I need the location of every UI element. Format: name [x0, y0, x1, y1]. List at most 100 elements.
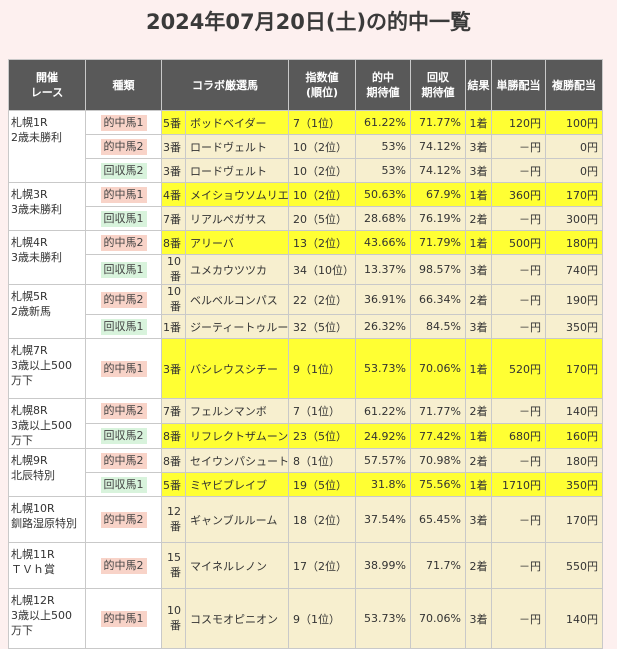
finish-result: 3着	[465, 314, 492, 339]
type-cell: 的中馬2	[85, 134, 162, 159]
recovery-expectation: 71.77%	[410, 398, 466, 424]
race-line: 万下	[11, 434, 33, 447]
table-row: 回収馬2 3番 ロードヴェルト 10（2位） 53% 74.12% 3着 －円 0円	[9, 158, 603, 183]
place-payout: 300円	[545, 206, 603, 231]
race-line: 札幌12R	[11, 594, 55, 607]
hit-badge: 的中馬2	[100, 452, 147, 469]
index-value: 18（2位）	[288, 496, 356, 543]
place-payout: 180円	[545, 448, 603, 473]
recovery-badge: 回収馬1	[100, 476, 147, 493]
type-cell: 的中馬2	[85, 542, 162, 589]
table-row: 札幌11R ＴＶｈ賞 的中馬2 15番 マイネルレノン 17（2位） 38.99% 71.7%…	[8, 542, 603, 589]
race-cell: 札幌12R 3歳以上500 万下	[8, 588, 86, 649]
hit-badge: 的中馬2	[100, 291, 147, 308]
recovery-badge: 回収馬1	[100, 318, 147, 335]
race-line: 札幌3R	[11, 188, 48, 201]
type-cell: 回収馬2	[85, 158, 162, 183]
type-cell: 的中馬1	[85, 588, 162, 649]
type-cell: 回収馬1	[85, 206, 162, 231]
horse-name: ユメカウツツカ	[185, 254, 289, 285]
hit-expectation: 31.8%	[355, 472, 411, 497]
place-payout: 140円	[545, 588, 603, 649]
type-cell: 的中馬1	[85, 110, 162, 135]
hit-expectation: 24.92%	[355, 423, 411, 449]
recovery-expectation: 71.79%	[410, 230, 466, 255]
win-payout: 360円	[491, 182, 546, 207]
recovery-expectation: 98.57%	[410, 254, 466, 285]
index-value: 23（5位）	[288, 423, 356, 449]
race-line: 札幌4R	[11, 236, 48, 249]
win-payout: －円	[491, 206, 546, 231]
hit-expectation: 61.22%	[355, 110, 411, 135]
finish-result: 2着	[465, 398, 492, 424]
horse-name: ロードヴェルト	[185, 158, 289, 183]
hit-badge: 的中馬2	[100, 557, 147, 574]
race-cell: 札幌11R ＴＶｈ賞	[8, 542, 86, 589]
finish-result: 3着	[465, 254, 492, 285]
horse-number: 8番	[161, 423, 186, 449]
index-value: 8（1位）	[288, 448, 356, 473]
race-cell: 札幌7R 3歳以上500 万下	[8, 338, 86, 399]
table-row: 札幌12R 3歳以上500 万下 的中馬1 10番 コスモオピニオン 9（1位） 53.73%…	[8, 588, 603, 649]
place-payout: 100円	[545, 110, 603, 135]
race-cell: 札幌1R 2歳未勝利	[8, 110, 86, 183]
recovery-expectation: 76.19%	[410, 206, 466, 231]
index-value: 10（2位）	[288, 182, 356, 207]
finish-result: 3着	[465, 158, 492, 183]
table-row: 札幌8R 3歳以上500 万下 的中馬2 7番 フェルンマンボ 7（1位） 61.22% 71.…	[8, 398, 603, 449]
win-payout: －円	[491, 254, 546, 285]
index-value: 22（2位）	[288, 284, 356, 315]
horse-name: メイショウソムリエ	[185, 182, 289, 207]
place-payout: 0円	[545, 134, 603, 159]
finish-result: 1着	[465, 423, 492, 449]
race-line: 2歳新馬	[11, 305, 51, 318]
race-cell: 札幌5R 2歳新馬	[8, 284, 86, 339]
race-line: 釧路湿原特別	[11, 517, 77, 530]
win-payout: －円	[491, 496, 546, 543]
table-row: 札幌4R 3歳未勝利 的中馬2 8番 アリーバ 13（2位） 43.66% 71.79% 1着 5…	[8, 230, 603, 285]
finish-result: 2着	[465, 206, 492, 231]
place-payout: 160円	[545, 423, 603, 449]
place-payout: 170円	[545, 182, 603, 207]
finish-result: 3着	[465, 496, 492, 543]
type-cell: 回収馬1	[85, 314, 162, 339]
race-line: 万下	[11, 624, 33, 637]
horse-number: 3番	[161, 134, 186, 159]
index-value: 9（1位）	[288, 338, 356, 399]
horse-name: コスモオピニオン	[185, 588, 289, 649]
race-line: 北辰特別	[11, 469, 55, 482]
hit-expectation: 53.73%	[355, 338, 411, 399]
table-row: 回収馬1 7番 リアルペガサス 20（5位） 28.68% 76.19% 2着 －円 300円	[9, 206, 603, 231]
type-cell: 的中馬2	[85, 230, 162, 255]
race-line: 3歳未勝利	[11, 203, 62, 216]
horse-number: 7番	[161, 206, 186, 231]
header-rec-exp: 回収 期待値	[410, 59, 466, 111]
index-value: 7（1位）	[288, 110, 356, 135]
place-payout: 140円	[545, 398, 603, 424]
hit-badge: 的中馬1	[100, 186, 147, 203]
place-payout: 190円	[545, 284, 603, 315]
table-row: 札幌1R 2歳未勝利 的中馬1 5番 ボッドベイダー 7（1位） 61.22% 71.77% 1…	[8, 110, 603, 183]
race-line: 札幌5R	[11, 290, 48, 303]
header-win: 単勝配当	[491, 59, 546, 111]
place-payout: 350円	[545, 472, 603, 497]
win-payout: 120円	[491, 110, 546, 135]
recovery-expectation: 77.42%	[410, 423, 466, 449]
recovery-expectation: 70.98%	[410, 448, 466, 473]
hit-expectation: 50.63%	[355, 182, 411, 207]
horse-name: ボッドベイダー	[185, 110, 289, 135]
horse-number: 7番	[161, 398, 186, 424]
recovery-expectation: 74.12%	[410, 134, 466, 159]
table-row: 回収馬1 5番 ミヤビブレイブ 19（5位） 31.8% 75.56% 1着 1710円 350…	[9, 472, 603, 497]
finish-result: 1着	[465, 338, 492, 399]
place-payout: 170円	[545, 338, 603, 399]
place-payout: 550円	[545, 542, 603, 589]
horse-name: リフレクトザムーン	[185, 423, 289, 449]
hit-badge: 的中馬2	[100, 511, 147, 528]
recovery-expectation: 84.5%	[410, 314, 466, 339]
table-row: 札幌9R 北辰特別 的中馬2 8番 セイウンパシュート 8（1位） 57.57% 70.98%…	[8, 448, 603, 497]
type-cell: 回収馬2	[85, 423, 162, 449]
place-payout: 740円	[545, 254, 603, 285]
finish-result: 3着	[465, 134, 492, 159]
horse-name: ミヤビブレイブ	[185, 472, 289, 497]
